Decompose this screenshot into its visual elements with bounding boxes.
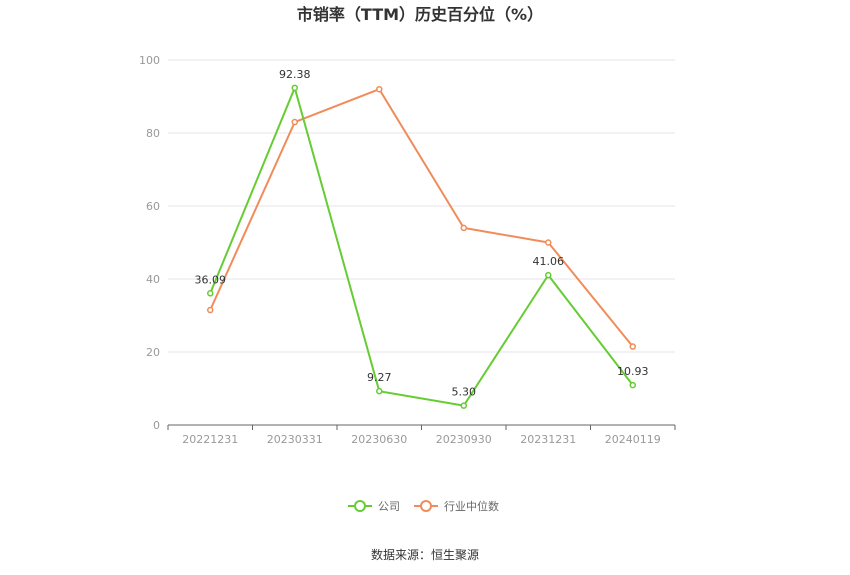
data-label-1: 92.38	[279, 68, 311, 81]
series-line-0	[209, 86, 634, 407]
y-tick-label-20: 20	[146, 346, 160, 359]
data-label-3: 5.30	[452, 386, 477, 399]
series-layer: 36.09 92.38 9.27 5.30 41.06 10.93	[195, 68, 649, 409]
source-note: 数据来源：恒生聚源	[371, 547, 479, 562]
series-1-point-5	[629, 343, 636, 350]
chart-title: 市销率（TTM）历史百分位（%）	[297, 5, 543, 24]
series-0-point-3	[460, 402, 467, 409]
x-tick-label-20231231: 20231231	[520, 433, 576, 446]
x-tick-label-20230630: 20230630	[351, 433, 407, 446]
series-1-point-2	[376, 85, 383, 93]
series-0-point-1	[291, 84, 298, 92]
x-axis: 20221231 20230331 20230630 20230930 20231231…	[167, 424, 676, 446]
x-tick-label-20221231: 20221231	[182, 433, 238, 446]
series-1-point-4	[545, 239, 552, 246]
y-tick-label-60: 60	[146, 200, 160, 213]
legend-label: 行业中位数	[444, 499, 499, 513]
series-0-point-2	[376, 387, 383, 395]
y-tick-label-0: 0	[153, 419, 160, 432]
x-tick-label-20230331: 20230331	[267, 433, 323, 446]
legend-marker	[420, 500, 432, 512]
legend-item-1[interactable]: 行业中位数	[414, 499, 499, 513]
data-label-5: 10.93	[617, 365, 649, 378]
series-1-point-0	[207, 306, 214, 314]
y-tick-label-80: 80	[146, 127, 160, 140]
grid	[168, 59, 675, 353]
y-tick-label-40: 40	[146, 273, 160, 286]
series-0-point-4	[545, 271, 552, 279]
data-label-2: 9.27	[367, 371, 392, 384]
series-1-point-1	[291, 118, 298, 126]
legend-label: 公司	[378, 500, 400, 513]
series-0-point-0	[207, 290, 214, 297]
x-tick-label-20240119: 20240119	[605, 433, 661, 446]
y-axis: 0 20 40 60 80 100	[139, 54, 160, 432]
data-label-4: 41.06	[533, 255, 565, 268]
legend[interactable]: 公司 行业中位数	[348, 499, 499, 513]
x-tick-label-20230930: 20230930	[436, 433, 492, 446]
series-line-1	[209, 88, 634, 348]
series-1-point-3	[460, 224, 467, 232]
data-label-0: 36.09	[195, 273, 227, 286]
legend-item-0[interactable]: 公司	[348, 500, 400, 513]
legend-marker	[354, 500, 366, 512]
y-tick-label-100: 100	[139, 54, 160, 67]
series-0-point-5	[629, 381, 636, 389]
